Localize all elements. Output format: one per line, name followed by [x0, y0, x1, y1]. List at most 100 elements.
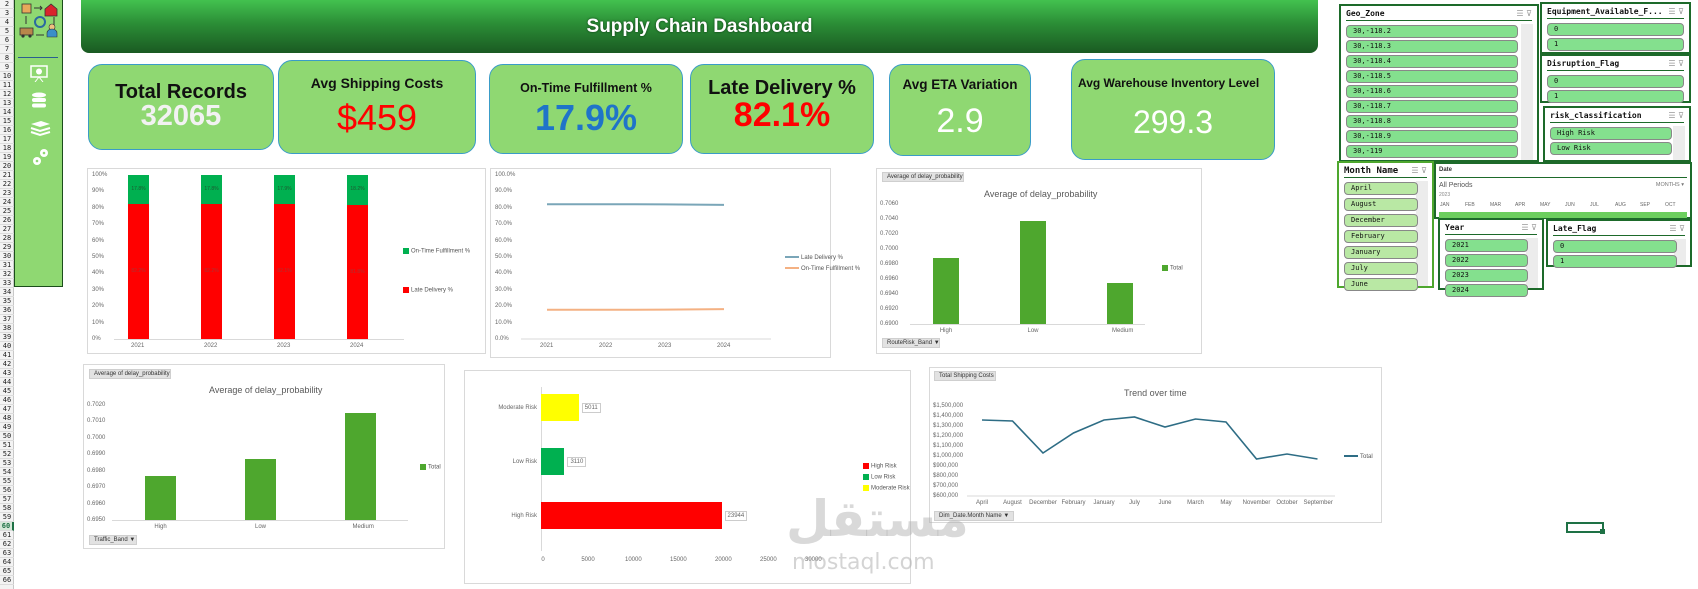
- row-header[interactable]: 14: [0, 108, 14, 117]
- row-header[interactable]: 42: [0, 360, 14, 369]
- bar-high[interactable]: [933, 258, 959, 324]
- multi-select-icon[interactable]: ☰ ⊽: [1668, 59, 1684, 68]
- bar-low[interactable]: [1020, 220, 1046, 324]
- row-header[interactable]: 6: [0, 36, 14, 45]
- row-header[interactable]: 31: [0, 261, 14, 270]
- value-field-button[interactable]: Average of delay_probability: [882, 172, 964, 182]
- slicer-item[interactable]: 30,-118.6: [1346, 85, 1518, 98]
- row-header[interactable]: 33: [0, 279, 14, 288]
- scrollbar[interactable]: [1526, 238, 1538, 288]
- slicer-equipment-available[interactable]: Equipment_Available_F... ☰ ⊽ 0 1: [1540, 2, 1691, 54]
- timeline-month[interactable]: AUG: [1615, 202, 1626, 208]
- bar-low-risk[interactable]: [541, 448, 565, 475]
- multi-select-icon[interactable]: ☰ ⊽: [1521, 223, 1537, 232]
- row-header[interactable]: 35: [0, 297, 14, 306]
- row-header[interactable]: 40: [0, 342, 14, 351]
- row-header[interactable]: 21: [0, 171, 14, 180]
- row-header[interactable]: 56: [0, 486, 14, 495]
- row-header[interactable]: 49: [0, 423, 14, 432]
- traffic-band-filter[interactable]: Traffic_Band ▼: [89, 535, 137, 545]
- row-header[interactable]: 30: [0, 252, 14, 261]
- timeline-month[interactable]: APR: [1515, 202, 1526, 208]
- timeline-month[interactable]: JUL: [1590, 202, 1599, 208]
- row-header[interactable]: 2: [0, 0, 14, 9]
- slicer-item[interactable]: 1: [1547, 90, 1684, 103]
- bar-on-time[interactable]: 18.2%: [347, 175, 368, 205]
- slicer-item[interactable]: 1: [1553, 255, 1677, 268]
- row-header[interactable]: 39: [0, 333, 14, 342]
- slicer-item[interactable]: 30,-118.5: [1346, 70, 1518, 83]
- row-header[interactable]: 54: [0, 468, 14, 477]
- row-header[interactable]: 46: [0, 396, 14, 405]
- slicer-item[interactable]: High Risk: [1550, 127, 1672, 140]
- timeline-bar[interactable]: [1439, 212, 1687, 218]
- database-icon[interactable]: [31, 92, 47, 111]
- month-name-filter[interactable]: Dim_Date.Month Name ▼: [934, 511, 1014, 521]
- supply-chain-logo-icon[interactable]: [18, 2, 62, 42]
- scrollbar[interactable]: [1416, 181, 1428, 286]
- row-header[interactable]: 7: [0, 45, 14, 54]
- row-header[interactable]: 18: [0, 144, 14, 153]
- row-header[interactable]: 41: [0, 351, 14, 360]
- slicer-item[interactable]: 30,-119: [1346, 145, 1518, 158]
- row-header[interactable]: 27: [0, 225, 14, 234]
- row-header[interactable]: 51: [0, 441, 14, 450]
- slicer-geo-zone[interactable]: Geo_Zone ☰ ⊽ 30,-118.2 30,-118.3 30,-118.4 3…: [1339, 4, 1539, 162]
- slicer-item[interactable]: 1: [1547, 38, 1684, 51]
- chart-risk-classification[interactable]: High Risk 23944 Low Risk 3110 Moderate Risk 5…: [464, 370, 911, 584]
- multi-select-icon clear-filter-icon[interactable]: ☰ ⊽: [1516, 9, 1532, 18]
- timeline-month[interactable]: FEB: [1465, 202, 1475, 208]
- multi-select-icon[interactable]: ☰ ⊽: [1669, 224, 1685, 233]
- multi-select-icon[interactable]: ☰ ⊽: [1668, 111, 1684, 120]
- bar-late-delivery[interactable]: 82.2%: [128, 204, 149, 339]
- bar-late-delivery[interactable]: 82.1%: [274, 204, 295, 339]
- row-header[interactable]: 20: [0, 162, 14, 171]
- bar-high-risk[interactable]: [541, 502, 722, 529]
- timeline-month[interactable]: MAY: [1540, 202, 1551, 208]
- slicer-month-name[interactable]: Month Name ☰ ⊽ April August December Februar…: [1337, 161, 1434, 291]
- multi-select-icon[interactable]: ☰ ⊽: [1411, 166, 1427, 175]
- row-header[interactable]: 64: [0, 558, 14, 567]
- routerisk-band-filter[interactable]: RouteRisk_Band ▼: [882, 338, 940, 348]
- row-header[interactable]: 9: [0, 63, 14, 72]
- slicer-item[interactable]: 30,-118.7: [1346, 100, 1518, 113]
- timeline-date[interactable]: Date All Periods MONTHS ▾ 2023 JAN FEB MAR…: [1434, 162, 1692, 219]
- row-header[interactable]: 34: [0, 288, 14, 297]
- books-icon[interactable]: [29, 120, 51, 138]
- timeline-month[interactable]: JUN: [1565, 202, 1575, 208]
- bar-medium[interactable]: [345, 413, 376, 520]
- row-header[interactable]: 4: [0, 18, 14, 27]
- row-header[interactable]: 59: [0, 513, 14, 522]
- selected-cell[interactable]: [1566, 522, 1604, 533]
- row-header[interactable]: 29: [0, 243, 14, 252]
- chart-line-fulfillment[interactable]: 100.0% 90.0% 80.0% 70.0% 60.0% 50.0% 40.0% 30.0…: [490, 168, 860, 358]
- slicer-year[interactable]: Year ☰ ⊽ 2021 2022 2023 2024: [1438, 218, 1544, 297]
- multi-select-icon[interactable]: ☰ ⊽: [1668, 7, 1684, 16]
- chart-shipping-cost-trend[interactable]: Total Shipping Costs Trend over time $1,…: [929, 367, 1382, 523]
- row-header[interactable]: 28: [0, 234, 14, 243]
- row-header[interactable]: 8: [0, 54, 14, 63]
- row-header[interactable]: 36: [0, 306, 14, 315]
- bar-high[interactable]: [145, 475, 176, 520]
- scrollbar[interactable]: [1521, 24, 1533, 160]
- scrollbar[interactable]: [1673, 126, 1685, 160]
- timeline-level-dropdown[interactable]: MONTHS ▾: [1655, 182, 1684, 188]
- row-header[interactable]: 32: [0, 270, 14, 279]
- bar-late-delivery[interactable]: 81.8%: [347, 204, 368, 339]
- row-header[interactable]: 11: [0, 81, 14, 90]
- row-header[interactable]: 63: [0, 549, 14, 558]
- gears-icon[interactable]: [31, 147, 51, 167]
- row-header[interactable]: 57: [0, 495, 14, 504]
- slicer-item[interactable]: January: [1344, 246, 1418, 259]
- row-header[interactable]: 26: [0, 216, 14, 225]
- row-header[interactable]: 53: [0, 459, 14, 468]
- slicer-item[interactable]: 30,-118.2: [1346, 25, 1518, 38]
- row-header[interactable]: 50: [0, 432, 14, 441]
- row-header[interactable]: 16: [0, 126, 14, 135]
- timeline-month[interactable]: SEP: [1640, 202, 1651, 208]
- row-header[interactable]: 23: [0, 189, 14, 198]
- slicer-disruption-flag[interactable]: Disruption_Flag ☰ ⊽ 0 1: [1540, 54, 1691, 103]
- value-field-button[interactable]: Total Shipping Costs: [934, 371, 996, 381]
- slicer-item[interactable]: 30,-118.9: [1346, 130, 1518, 143]
- slicer-item[interactable]: 2024: [1445, 284, 1528, 297]
